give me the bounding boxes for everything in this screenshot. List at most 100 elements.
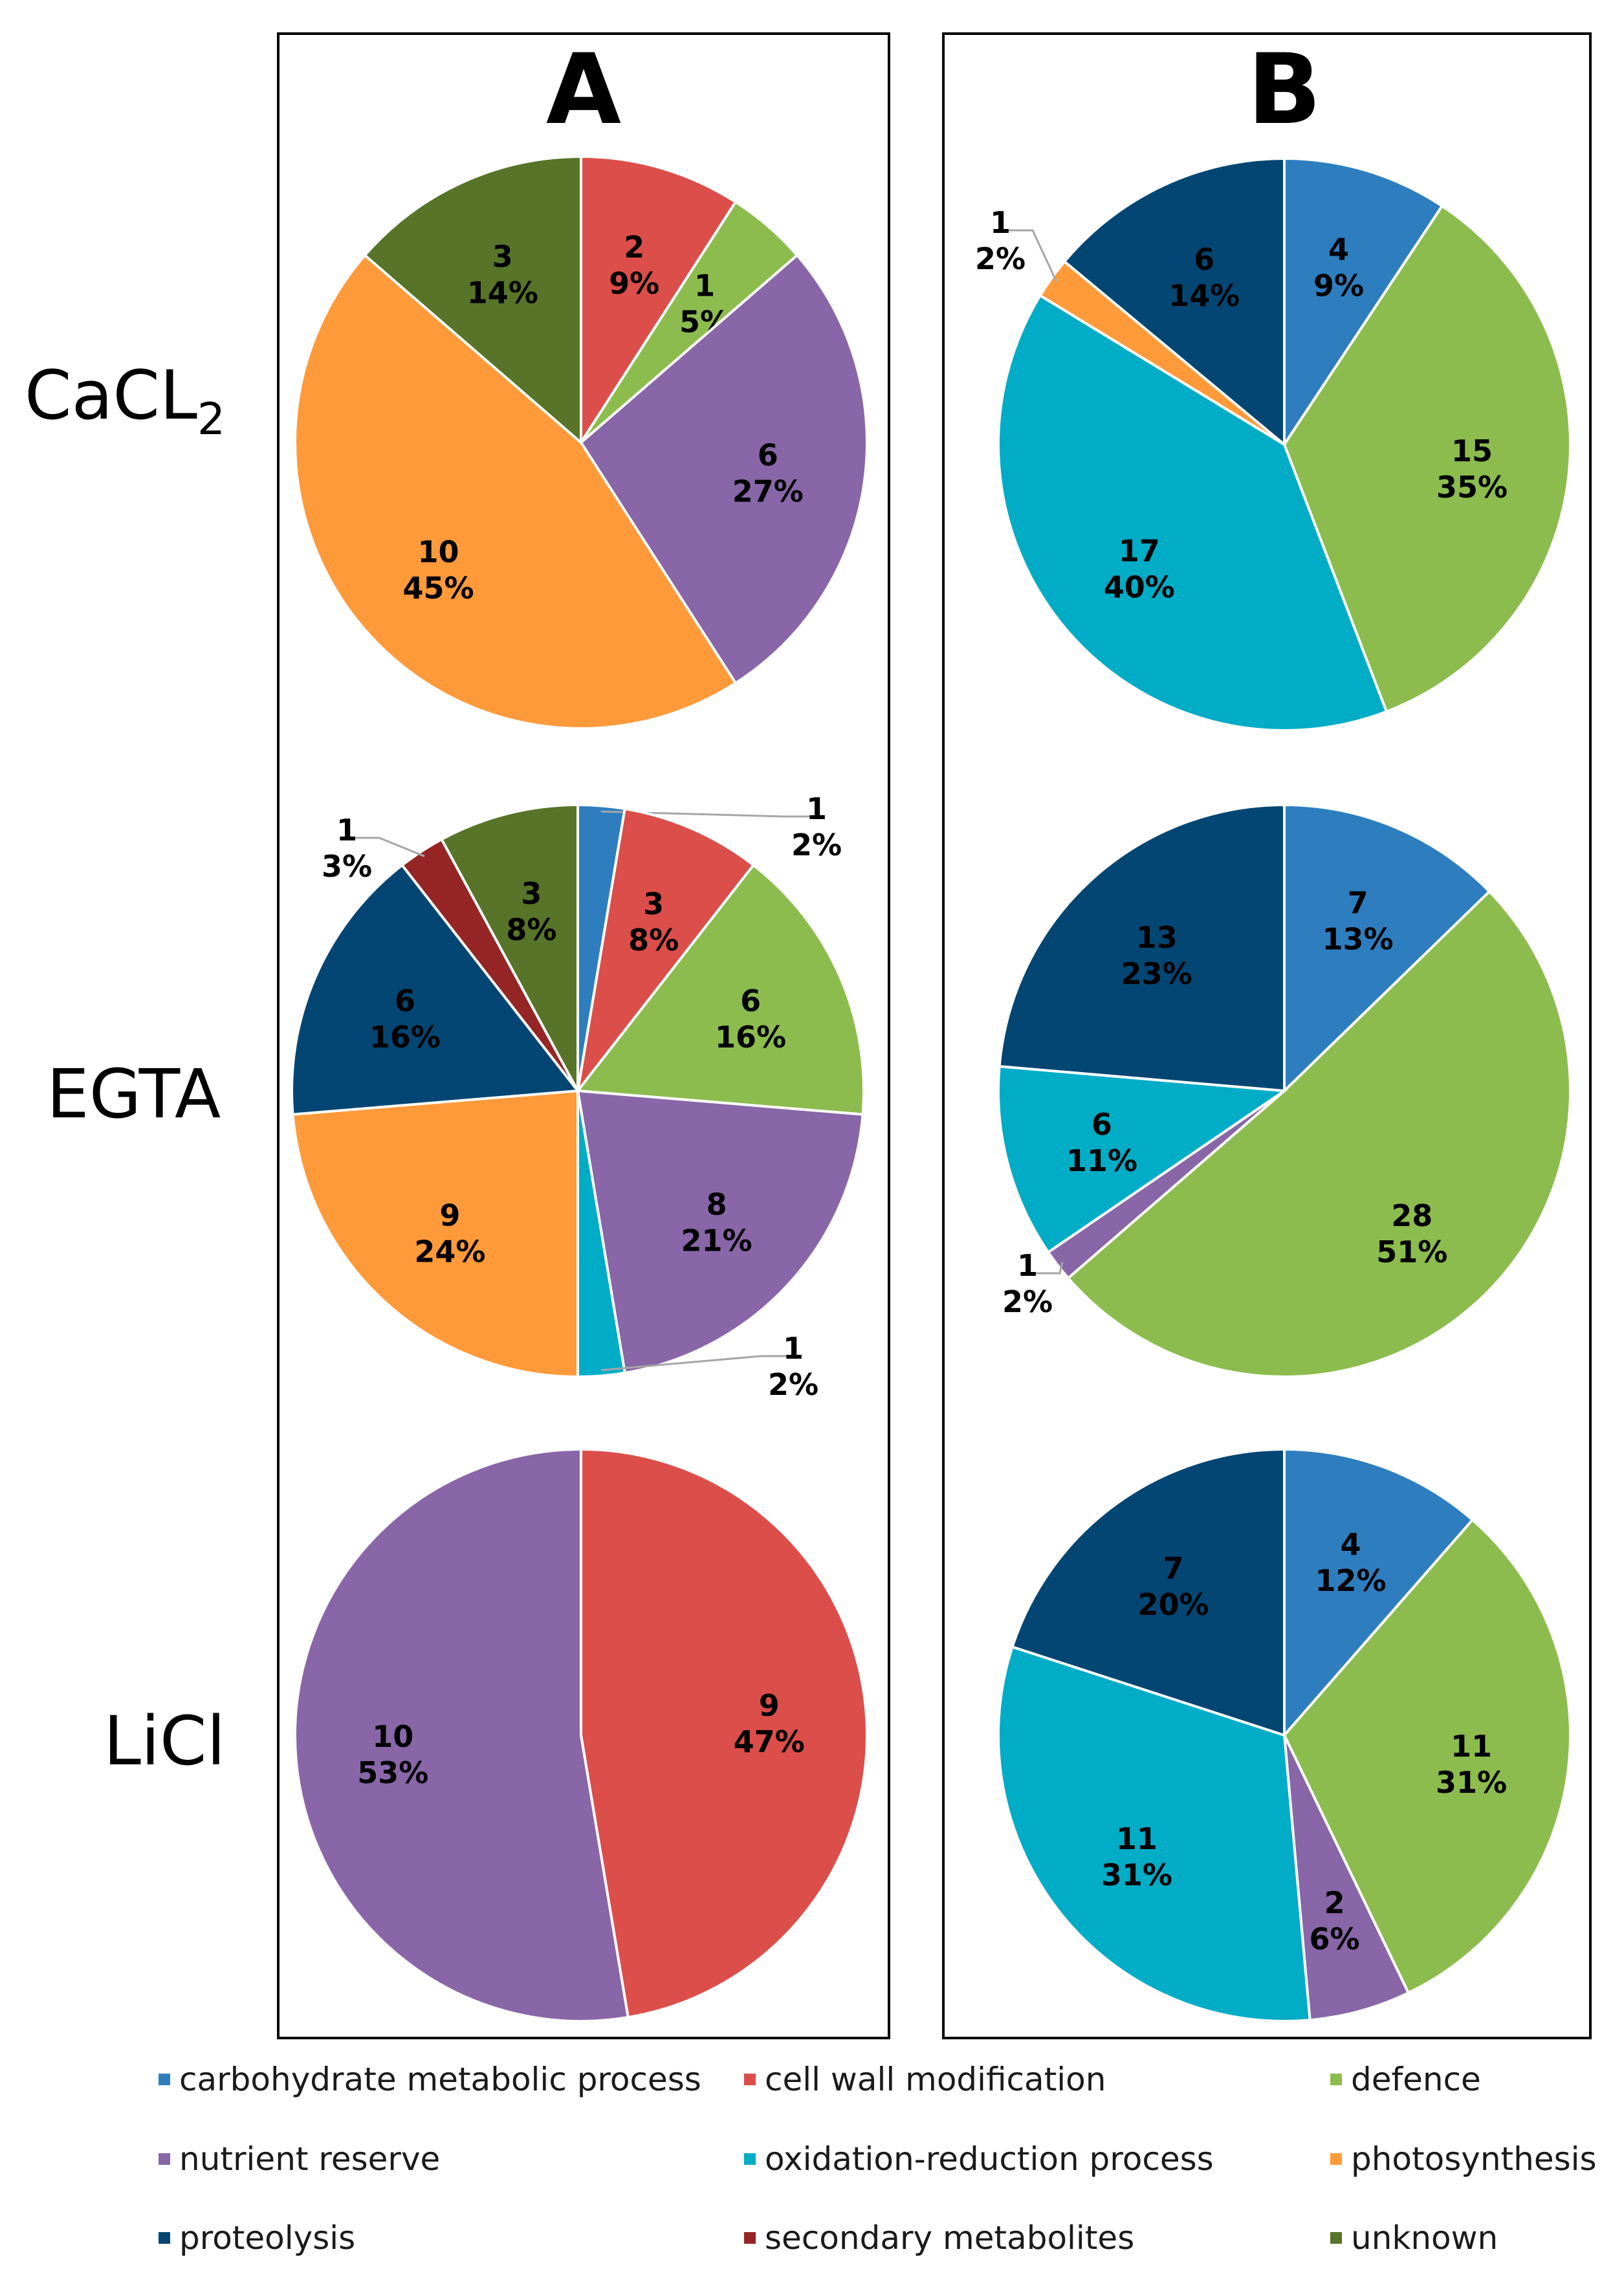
pie-b-cacl2-slice-proteolysis	[1062, 157, 1286, 448]
legend-swatch-proteo	[159, 2232, 170, 2244]
pie-b-cacl2-leader-photosynthesis	[1000, 229, 1058, 282]
pie-a-cacl2-label-percent: 14%	[467, 276, 538, 311]
pie-a-cacl2-label-percent: 27%	[732, 474, 804, 509]
pie-b-licl-label-value: 7	[1163, 1551, 1183, 1586]
pie-b-licl-label-proteolysis: 7 20%	[1137, 1551, 1209, 1622]
row-label-cacl2: CaCL2	[25, 356, 225, 445]
pie-a-egta-label-value: 6	[395, 983, 415, 1018]
pie-b-licl-label-percent: 31%	[1436, 1765, 1507, 1800]
pie-a-cacl2-slice-unknown	[363, 155, 582, 446]
pie-b-cacl2-label-value: 1	[990, 205, 1011, 240]
legend-item-unknown: unknown	[1330, 2219, 1498, 2257]
pie-b-egta-label-value: 7	[1348, 885, 1368, 920]
pie-a-egta-label-percent: 16%	[715, 1020, 786, 1055]
pie-b-egta-label-value: 13	[1136, 920, 1178, 955]
pie-a-cacl2-label-cell-wall-modification: 2 9%	[609, 230, 659, 301]
pie-a-cacl2-label-photosynthesis: 10 45%	[402, 534, 474, 606]
pie-b-licl-label-carbohydrate-metabolic-process: 4 12%	[1315, 1527, 1386, 1598]
pie-b-cacl2-label-percent: 14%	[1169, 278, 1240, 313]
legend-swatch-oxred	[744, 2153, 756, 2165]
legend-label-photo: photosynthesis	[1351, 2140, 1597, 2178]
legend-label-nutrient: nutrient reserve	[179, 2140, 440, 2178]
pie-a-egta-leader-oxidation-reduction-process	[600, 1355, 793, 1372]
pie-a-egta-slice-nutrient-reserve	[576, 1089, 864, 1375]
pie-b-egta-label-oxidation-reduction-process: 6 11%	[1066, 1107, 1137, 1178]
pie-a-egta-label-value: 6	[740, 983, 761, 1018]
pie-a-cacl2-label-value: 6	[758, 438, 778, 473]
pie-b-licl-label-percent: 6%	[1310, 1922, 1360, 1957]
pie-a-egta-label-percent: 8%	[506, 912, 556, 947]
pie-a-egta-label-percent: 3%	[322, 849, 372, 884]
pie-a-egta-leader-secondary-metabolites	[347, 837, 425, 857]
pie-b-cacl2-label-photosynthesis: 1 2%	[975, 205, 1026, 276]
pie-a-cacl2-label-nutrient-reserve: 6 27%	[732, 438, 804, 509]
pie-b-licl-slice-nutrient-reserve	[1283, 1735, 1410, 2022]
legend-item-photo: photosynthesis	[1330, 2140, 1597, 2178]
pie-a-licl: 9 47% 10 53%	[293, 1447, 868, 2022]
legend-item-secmet: secondary metabolites	[744, 2219, 1134, 2257]
pie-a-cacl2: 2 9% 1 5%6 27%10 45%3 14%	[294, 155, 868, 730]
pie-a-licl-label-value: 9	[759, 1688, 780, 1723]
pie-b-egta-label-percent: 11%	[1066, 1143, 1137, 1178]
pie-charts: 2 9% 1 5%6 27%10 45%3 14%4 9%15 35%17 40%1 2% 6 14%1…	[291, 155, 1572, 2022]
legend-swatch-nutrient	[159, 2153, 170, 2165]
pie-b-licl-label-percent: 12%	[1315, 1563, 1386, 1598]
legend-swatch-secmet	[744, 2232, 756, 2244]
pie-a-egta-label-unknown: 3 8%	[506, 876, 556, 947]
pie-a-cacl2-label-value: 3	[492, 239, 513, 274]
pie-b-egta-label-percent: 13%	[1322, 921, 1394, 956]
legend-item-cellwall: cell wall modification	[744, 2061, 1106, 2098]
pie-b-cacl2-label-defence: 15 35%	[1436, 433, 1508, 505]
legend-label-carb: carbohydrate metabolic process	[179, 2061, 701, 2098]
pie-b-egta-label-percent: 2%	[1002, 1284, 1053, 1319]
pie-a-licl-label-cell-wall-modification: 9 47%	[734, 1688, 805, 1759]
pie-b-licl-label-value: 2	[1324, 1885, 1345, 1920]
pie-b-licl-label-value: 11	[1451, 1729, 1492, 1764]
pie-a-egta-label-oxidation-reduction-process: 1 2%	[768, 1331, 818, 1402]
pie-a-egta-label-percent: 21%	[681, 1223, 752, 1258]
pie-a-egta-label-proteolysis: 6 16%	[369, 983, 441, 1055]
legend-item-carb: carbohydrate metabolic process	[159, 2061, 701, 2098]
pie-a-egta-label-secondary-metabolites: 1 3%	[322, 813, 372, 884]
legend-item-oxred: oxidation-reduction process	[744, 2140, 1214, 2178]
pie-b-cacl2: 4 9% 15 35% 17 40% 1 2% 6 14%	[975, 157, 1572, 732]
legend-swatch-defence	[1330, 2074, 1342, 2085]
pie-b-egta-label-value: 1	[1017, 1248, 1038, 1283]
legend-swatch-unknown	[1330, 2232, 1342, 2244]
pie-b-licl-slice-defence	[1282, 1518, 1572, 1995]
pie-b-egta-label-value: 28	[1391, 1198, 1432, 1233]
pie-a-egta-label-defence: 6 16%	[715, 983, 786, 1055]
pie-b-cacl2-label-value: 17	[1119, 534, 1160, 569]
pie-a-egta: 1 2%3 8%6 16%8 21%1 2%9 24%6 16%1 3%3 8%	[291, 791, 865, 1402]
pie-b-cacl2-label-percent: 35%	[1436, 470, 1508, 505]
legend-swatch-photo	[1330, 2153, 1342, 2165]
panel-b-frame	[942, 32, 1592, 2039]
pie-b-egta-label-percent: 23%	[1121, 956, 1192, 991]
pie-a-cacl2-label-unknown: 3 14%	[467, 239, 538, 311]
legend-label-unknown: unknown	[1351, 2219, 1498, 2257]
row-label-cacl2-subscript: 2	[197, 394, 225, 445]
pie-a-egta-label-percent: 16%	[369, 1020, 441, 1055]
pie-a-egta-label-value: 1	[783, 1331, 804, 1366]
pie-a-egta-label-percent: 2%	[768, 1367, 818, 1402]
pie-b-cacl2-label-value: 4	[1328, 232, 1349, 267]
pie-b-cacl2-slice-defence	[1282, 204, 1572, 714]
pie-b-cacl2-label-proteolysis: 6 14%	[1169, 242, 1240, 313]
pie-a-egta-label-value: 9	[439, 1198, 460, 1233]
pie-b-egta-label-nutrient-reserve: 1 2%	[1002, 1248, 1053, 1319]
pie-a-egta-label-percent: 24%	[414, 1234, 485, 1269]
legend-swatch-carb	[159, 2074, 170, 2085]
legend-label-proteo: proteolysis	[179, 2219, 355, 2257]
pie-a-cacl2-label-value: 10	[417, 534, 459, 569]
pie-b-egta-label-percent: 51%	[1376, 1234, 1447, 1269]
legend-item-proteo: proteolysis	[159, 2219, 355, 2257]
pie-a-cacl2-label-percent: 45%	[402, 571, 474, 606]
pie-b-egta: 7 13% 28 51% 1 2% 6 11% 13 23%	[997, 803, 1572, 1378]
panel-a-frame	[277, 32, 890, 2039]
pie-b-egta-slice-defence	[1066, 890, 1572, 1378]
pie-a-cacl2-slice-nutrient-reserve	[579, 253, 868, 685]
pie-a-egta-slice-defence	[575, 863, 865, 1116]
pie-b-licl-label-nutrient-reserve: 2 6%	[1310, 1885, 1360, 1957]
pie-a-egta-label-value: 3	[521, 876, 542, 911]
